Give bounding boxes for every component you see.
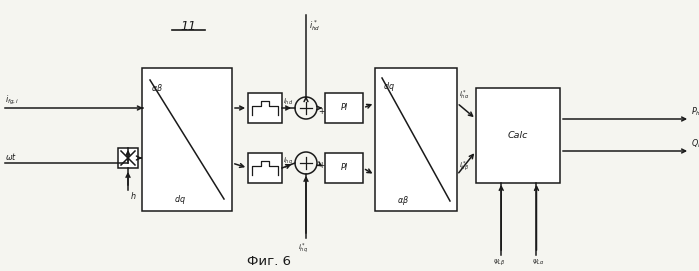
- Text: $dq$: $dq$: [383, 80, 395, 93]
- Text: $i^*_{hq}$: $i^*_{hq}$: [298, 241, 308, 256]
- Bar: [325, 93, 363, 123]
- Text: $\psi_{L\alpha}$: $\psi_{L\alpha}$: [532, 258, 545, 267]
- Text: $\omega t$: $\omega t$: [5, 151, 17, 162]
- Bar: [142, 68, 232, 211]
- Text: $\psi_{L\beta}$: $\psi_{L\beta}$: [493, 258, 505, 269]
- Text: $dq$: $dq$: [174, 193, 186, 206]
- Text: Calc: Calc: [507, 131, 528, 140]
- Bar: [325, 153, 363, 183]
- Text: +: +: [318, 107, 324, 115]
- Bar: [118, 148, 138, 168]
- Bar: [375, 68, 457, 211]
- Text: 11: 11: [180, 20, 196, 33]
- Bar: [248, 93, 282, 123]
- Text: $i_{fg,i}$: $i_{fg,i}$: [5, 94, 19, 107]
- Text: $\alpha\beta$: $\alpha\beta$: [397, 194, 409, 207]
- Text: $i^*_{hd}$: $i^*_{hd}$: [309, 18, 320, 33]
- Text: $i_{hq}$: $i_{hq}$: [283, 156, 293, 167]
- Text: PI: PI: [340, 104, 347, 112]
- Text: PI: PI: [340, 163, 347, 173]
- Text: $P_h$: $P_h$: [691, 105, 699, 118]
- Text: $i_{hd}$: $i_{hd}$: [283, 97, 293, 107]
- Text: $Q_h$: $Q_h$: [691, 137, 699, 150]
- Text: $i^*_{h\beta}$: $i^*_{h\beta}$: [459, 159, 469, 174]
- Text: +: +: [318, 162, 324, 170]
- Bar: [248, 153, 282, 183]
- Text: $\alpha\beta$: $\alpha\beta$: [151, 82, 163, 95]
- Bar: [476, 88, 560, 183]
- Text: Фиг. 6: Фиг. 6: [247, 255, 291, 268]
- Text: $h$: $h$: [130, 190, 136, 201]
- Text: $i^*_{h\alpha}$: $i^*_{h\alpha}$: [459, 89, 469, 102]
